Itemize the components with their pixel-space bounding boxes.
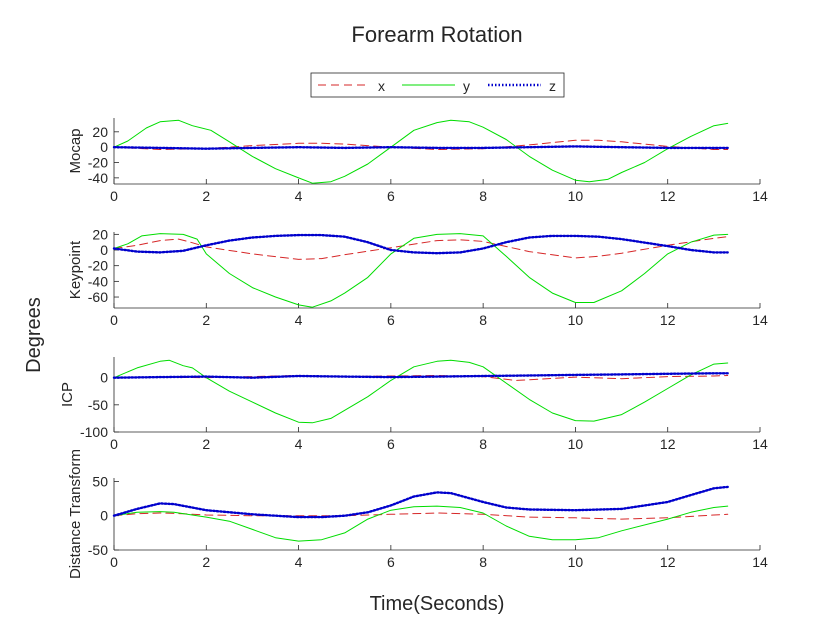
series-line-z bbox=[112, 145, 729, 150]
series-line-y bbox=[113, 359, 729, 424]
y-tick-label: -60 bbox=[88, 289, 108, 305]
x-tick-label: 10 bbox=[568, 312, 584, 328]
x-tick-label: 12 bbox=[660, 554, 676, 570]
subplot-ylabel: Keypoint bbox=[67, 240, 84, 299]
series-line-y bbox=[113, 505, 729, 542]
x-tick-label: 10 bbox=[568, 554, 584, 570]
series-line-y bbox=[113, 233, 729, 308]
x-tick-label: 2 bbox=[202, 554, 210, 570]
series-line-y bbox=[113, 119, 729, 184]
subplot-ylabel: Distance Transform bbox=[67, 449, 84, 579]
x-tick-label: 12 bbox=[660, 436, 676, 452]
x-tick-label: 6 bbox=[387, 554, 395, 570]
x-tick-label: 8 bbox=[479, 188, 487, 204]
subplot-3: 0 2 4 6 8 10 12 14 -100 -50 0 ICP bbox=[59, 357, 768, 452]
x-tick-label: 10 bbox=[568, 188, 584, 204]
y-tick-label: -50 bbox=[88, 397, 108, 413]
x-tick-label: 14 bbox=[752, 436, 768, 452]
x-tick-label: 4 bbox=[295, 554, 303, 570]
x-tick-label: 6 bbox=[387, 312, 395, 328]
figure-xlabel: Time(Seconds) bbox=[370, 593, 505, 615]
x-tick-label: 10 bbox=[568, 436, 584, 452]
y-tick-label: 0 bbox=[100, 508, 108, 524]
y-tick-label: 20 bbox=[92, 124, 108, 140]
y-tick-label: -20 bbox=[88, 258, 108, 274]
legend-label-y: y bbox=[463, 78, 470, 94]
y-tick-label: 20 bbox=[92, 226, 108, 242]
x-tick-label: 14 bbox=[752, 312, 768, 328]
legend: x y z bbox=[310, 72, 565, 98]
x-tick-label: 14 bbox=[752, 188, 768, 204]
y-tick-label: -50 bbox=[88, 542, 108, 558]
x-tick-label: 2 bbox=[202, 312, 210, 328]
figure-ylabel: Degrees bbox=[23, 297, 45, 373]
x-tick-label: 4 bbox=[295, 436, 303, 452]
x-tick-label: 4 bbox=[295, 188, 303, 204]
y-tick-label: 0 bbox=[100, 139, 108, 155]
y-tick-label: -40 bbox=[88, 170, 108, 186]
x-tick-label: 8 bbox=[479, 554, 487, 570]
subplot-ylabel: ICP bbox=[59, 382, 76, 407]
series-line-z bbox=[112, 372, 729, 379]
x-tick-label: 2 bbox=[202, 436, 210, 452]
y-tick-label: 0 bbox=[100, 242, 108, 258]
x-tick-label: 8 bbox=[479, 312, 487, 328]
series-line-x bbox=[113, 236, 729, 260]
x-tick-label: 0 bbox=[110, 436, 118, 452]
y-tick-label: 50 bbox=[92, 473, 108, 489]
x-tick-label: 2 bbox=[202, 188, 210, 204]
series-line-z bbox=[112, 233, 729, 255]
x-tick-label: 8 bbox=[479, 436, 487, 452]
subplot-ylabel: Mocap bbox=[67, 128, 84, 173]
x-tick-label: 14 bbox=[752, 554, 768, 570]
figure-title: Forearm Rotation bbox=[351, 22, 522, 47]
series-line-x bbox=[113, 512, 729, 520]
y-tick-label: -40 bbox=[88, 273, 108, 289]
y-tick-label: -100 bbox=[80, 424, 108, 440]
x-tick-label: 0 bbox=[110, 312, 118, 328]
x-tick-label: 12 bbox=[660, 188, 676, 204]
x-tick-label: 0 bbox=[110, 188, 118, 204]
legend-label-z: z bbox=[549, 78, 556, 94]
x-tick-label: 0 bbox=[110, 554, 118, 570]
legend-label-x: x bbox=[378, 78, 385, 94]
y-tick-label: 0 bbox=[100, 370, 108, 386]
x-tick-label: 6 bbox=[387, 188, 395, 204]
series-line-z bbox=[112, 485, 729, 519]
y-tick-label: -20 bbox=[88, 155, 108, 171]
x-tick-label: 12 bbox=[660, 312, 676, 328]
x-tick-label: 6 bbox=[387, 436, 395, 452]
x-tick-label: 4 bbox=[295, 312, 303, 328]
